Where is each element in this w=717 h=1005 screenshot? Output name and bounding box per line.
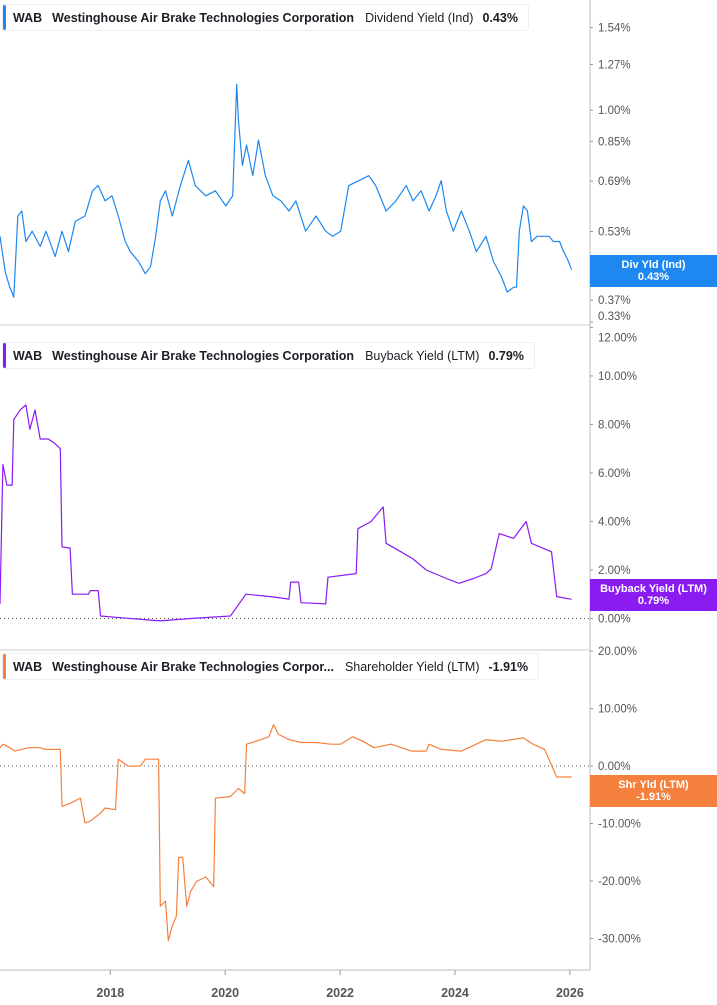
y-tick-label: 2.00%	[598, 565, 631, 577]
y-tick-label: 0.00%	[598, 613, 631, 625]
legend-ticker: WAB	[13, 348, 43, 363]
legend-value: -1.91%	[488, 659, 529, 674]
legend-metric: Dividend Yield (Ind)	[365, 10, 474, 25]
badge-value: 0.79%	[637, 595, 670, 607]
y-tick-label: 10.00%	[598, 371, 637, 383]
legend-value: 0.43%	[482, 10, 518, 25]
legend-buyback-yield: WAB Westinghouse Air Brake Technologies …	[2, 342, 535, 369]
badge-value: 0.43%	[637, 271, 670, 283]
y-tick-label: -10.00%	[598, 819, 641, 831]
legend-company: Westinghouse Air Brake Technologies Corp…	[52, 348, 355, 363]
current-value-badge-shareholder: Shr Yld (LTM) -1.91%	[590, 775, 717, 807]
y-tick-label: 0.33%	[598, 311, 631, 323]
current-value-badge-buyback: Buyback Yield (LTM) 0.79%	[590, 579, 717, 611]
legend-company: Westinghouse Air Brake Technologies Corp…	[52, 659, 334, 674]
legend-shareholder-yield: WAB Westinghouse Air Brake Technologies …	[2, 653, 540, 680]
y-tick-label: 1.00%	[598, 105, 631, 117]
y-tick-label: 0.69%	[598, 176, 631, 188]
x-tick-label: 2020	[211, 986, 239, 1000]
y-tick-label: -20.00%	[598, 876, 641, 888]
badge-label: Div Yld (Ind)	[621, 259, 686, 271]
y-tick-label: 0.37%	[598, 295, 631, 307]
y-tick-label: 6.00%	[598, 468, 631, 480]
series-color-marker	[3, 654, 6, 679]
x-tick-label: 2024	[441, 986, 469, 1000]
y-tick-label: 0.00%	[598, 761, 631, 773]
series-line-0	[0, 83, 573, 298]
badge-value: -1.91%	[636, 791, 671, 803]
series-color-marker	[3, 5, 6, 30]
series-line-1	[0, 404, 572, 622]
y-tick-label: 10.00%	[598, 704, 637, 716]
badge-label: Shr Yld (LTM)	[618, 779, 689, 791]
y-tick-label: 12.00%	[598, 332, 637, 344]
legend-value: 0.79%	[488, 348, 524, 363]
y-tick-label: 1.54%	[598, 23, 631, 35]
legend-ticker: WAB	[13, 659, 43, 674]
y-tick-label: 8.00%	[598, 419, 631, 431]
y-tick-label: -30.00%	[598, 933, 641, 945]
y-tick-label: 0.85%	[598, 136, 631, 148]
x-tick-label: 2026	[556, 986, 584, 1000]
x-tick-label: 2022	[326, 986, 354, 1000]
series-line-2	[0, 724, 572, 942]
current-value-badge-dividend: Div Yld (Ind) 0.43%	[590, 255, 717, 287]
y-tick-label: 4.00%	[598, 516, 631, 528]
legend-ticker: WAB	[13, 10, 43, 25]
legend-dividend-yield: WAB Westinghouse Air Brake Technologies …	[2, 4, 529, 31]
badge-label: Buyback Yield (LTM)	[600, 583, 707, 595]
x-tick-label: 2018	[96, 986, 124, 1000]
y-tick-label: 20.00%	[598, 646, 637, 658]
y-tick-label: 0.53%	[598, 227, 631, 239]
y-tick-label: 1.27%	[598, 60, 631, 72]
series-color-marker	[3, 343, 6, 368]
legend-metric: Buyback Yield (LTM)	[365, 348, 480, 363]
legend-company: Westinghouse Air Brake Technologies Corp…	[52, 10, 355, 25]
legend-metric: Shareholder Yield (LTM)	[344, 659, 480, 674]
